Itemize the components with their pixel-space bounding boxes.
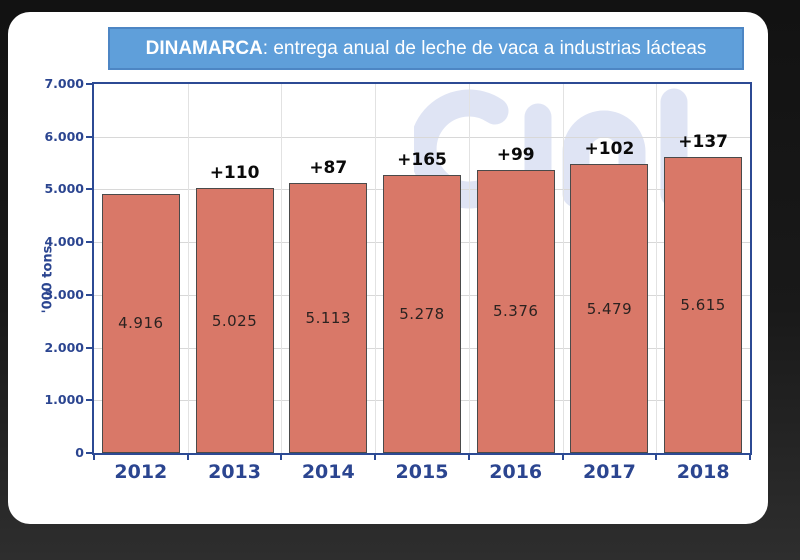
x-tick-label: 2016 xyxy=(489,461,543,483)
x-tick-label: 2013 xyxy=(208,461,261,483)
chart-card: DINAMARCA: entrega anual de leche de vac… xyxy=(8,12,768,524)
bar: 4.916 xyxy=(101,193,180,453)
y-tick-label: 4.000 xyxy=(44,234,84,250)
x-tick-label: 2018 xyxy=(676,461,730,483)
x-axis-tick xyxy=(374,454,377,460)
bar-value-label: 5.615 xyxy=(680,296,726,314)
x-tick-label: 2017 xyxy=(582,461,636,483)
y-axis-tick xyxy=(86,452,92,454)
bar-value-label: 5.278 xyxy=(399,304,445,323)
y-tick-label: 5.000 xyxy=(44,181,84,197)
x-tick-label: 2014 xyxy=(301,461,355,483)
gridline-vertical xyxy=(281,84,283,453)
bar: 5.113 xyxy=(289,183,368,453)
y-axis-tick xyxy=(86,135,92,138)
x-tick-label: 2012 xyxy=(114,461,168,483)
x-axis-tick xyxy=(93,454,95,460)
y-axis-tick xyxy=(86,346,92,349)
bar-delta-label: +110 xyxy=(209,163,260,184)
bar: 5.278 xyxy=(383,174,461,453)
bar-delta-label: +87 xyxy=(309,158,348,179)
title-country: DINAMARCA xyxy=(145,37,263,59)
bar-value-label: 4.916 xyxy=(118,314,164,333)
y-axis-tick xyxy=(86,83,92,85)
bar: 5.615 xyxy=(664,157,743,453)
chart-title-banner: DINAMARCA: entrega anual de leche de vac… xyxy=(108,27,744,70)
bar-value-label: 5.376 xyxy=(492,302,539,321)
bar-value-label: 5.113 xyxy=(305,309,351,328)
x-axis-tick xyxy=(467,454,470,460)
bar: 5.376 xyxy=(476,169,555,453)
bar: 5.025 xyxy=(195,188,274,453)
x-axis-tick xyxy=(186,454,189,460)
y-axis-tick xyxy=(86,241,92,244)
x-tick-label: 2015 xyxy=(395,461,449,483)
chart-region: '000 tons 4.916 5.025 +110 5.113 +87 5.278 +16… xyxy=(8,12,768,524)
y-axis-tick xyxy=(86,399,92,402)
bar-value-label: 5.025 xyxy=(211,311,258,330)
gridline-vertical xyxy=(375,84,377,453)
y-tick-label: 6.000 xyxy=(44,128,84,144)
y-tick-label: 1.000 xyxy=(44,392,84,408)
y-axis-tick xyxy=(86,188,92,191)
y-tick-label: 0 xyxy=(75,445,84,460)
y-axis-tick xyxy=(86,293,92,296)
gridline-vertical xyxy=(656,84,658,453)
bar-delta-label: +165 xyxy=(397,149,447,170)
gridline-horizontal xyxy=(94,136,750,138)
bar-delta-label: +99 xyxy=(496,144,535,165)
y-tick-label: 7.000 xyxy=(44,76,84,91)
y-tick-label: 2.000 xyxy=(44,339,84,355)
bar-delta-label: +102 xyxy=(584,139,635,160)
x-axis-tick xyxy=(749,454,751,460)
x-axis-tick xyxy=(561,454,564,460)
x-axis-tick xyxy=(655,454,658,460)
x-axis-tick xyxy=(280,454,283,460)
gridline-vertical xyxy=(187,84,189,453)
bar: 5.479 xyxy=(570,164,649,453)
y-tick-label: 3.000 xyxy=(44,286,84,302)
bar-value-label: 5.479 xyxy=(586,299,633,318)
title-text: : entrega anual de leche de vaca a indus… xyxy=(262,37,707,59)
gridline-vertical xyxy=(468,84,470,453)
plot-area: 4.916 5.025 +110 5.113 +87 5.278 +165 5.376 +99 5… xyxy=(94,84,750,453)
bar-delta-label: +137 xyxy=(678,132,728,153)
gridline-vertical xyxy=(562,84,564,453)
plot-border: 4.916 5.025 +110 5.113 +87 5.278 +165 5.376 +99 5… xyxy=(92,82,752,455)
